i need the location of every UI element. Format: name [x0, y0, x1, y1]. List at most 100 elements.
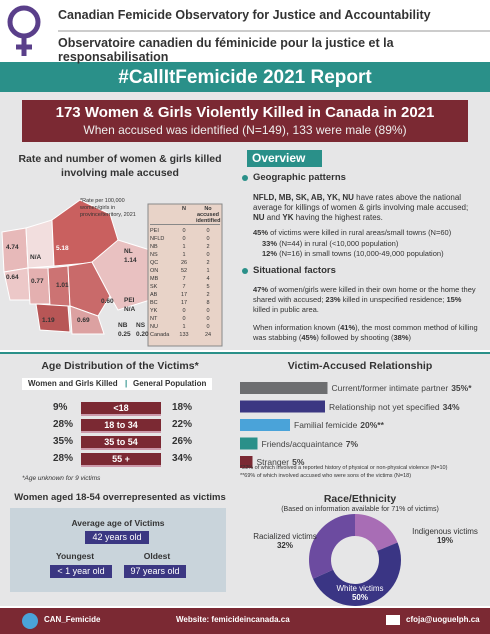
value-label: 7%	[345, 438, 359, 449]
col-header: General Population	[133, 379, 207, 388]
label: Average age of Victims	[71, 518, 165, 528]
table-row: ON 52 1	[150, 267, 220, 275]
category: White victims	[336, 584, 384, 593]
cell: 0	[182, 316, 186, 322]
race-subtitle: (Based on information available for 71% …	[281, 506, 439, 513]
value-label: 34%	[442, 401, 460, 412]
donut-slice	[312, 542, 401, 606]
map-label: 4.74	[6, 244, 19, 251]
cell	[150, 206, 172, 224]
donut-slice	[355, 514, 398, 551]
map-label: 0.77	[31, 278, 44, 285]
text-run: of women/girls were killed in their own …	[253, 285, 476, 304]
bar	[240, 456, 253, 468]
cell: 35%	[53, 436, 74, 447]
text-run: (N=16) in small towns (10,000-49,000 pop…	[277, 249, 444, 258]
cell: 24	[204, 332, 212, 338]
bar-label: Current/former intimate partner 35%*	[332, 383, 472, 393]
cell: NB	[150, 244, 158, 250]
text-run: ) followed by shooting (	[316, 333, 394, 342]
map-label: 0.60	[101, 298, 114, 305]
divider	[0, 352, 490, 354]
text-run: 33%	[262, 239, 278, 248]
overrep-title: Women aged 18-54 overrepresented as vict…	[14, 492, 226, 503]
headline-sub: When accused was identified (N=149), 133…	[83, 123, 407, 137]
pill: 42 years old	[85, 531, 149, 544]
twitter: CAN_Femicide	[44, 615, 101, 624]
cell: 22%	[172, 419, 193, 430]
cell: AB	[150, 292, 158, 298]
table-row: Canada 133 24	[150, 331, 220, 339]
text-run: of victims were killed in rural areas/sm…	[268, 228, 452, 237]
separator: |	[125, 379, 128, 388]
cell: Canada	[150, 332, 170, 338]
map-label: 1.01	[56, 282, 69, 289]
table-row: PEI 0 0	[150, 227, 220, 235]
map-label: 0.64	[6, 274, 19, 281]
bar-label: Friends/acquaintance 7%	[262, 439, 359, 449]
cell: 18%	[172, 402, 193, 413]
map-label: 0.25	[118, 331, 131, 338]
cell: NT	[150, 316, 158, 322]
map-label: NL	[124, 248, 133, 255]
cell: 28%	[53, 419, 74, 430]
text-run: YK	[282, 213, 294, 222]
cell: 52	[180, 268, 188, 274]
cell: 0	[182, 236, 186, 242]
text-run: have rates above the national average fo…	[253, 193, 469, 212]
text-run: killed in unspecified residence;	[340, 295, 447, 304]
bullet	[242, 268, 248, 274]
header-fr: Observatoire canadien du féminicide pour…	[58, 36, 394, 64]
pill: 97 years old	[124, 565, 186, 578]
cell: 1	[182, 324, 186, 330]
value-label: 32%	[276, 541, 293, 550]
table-row: NT 0 0	[150, 315, 220, 323]
table-row: NU 1 0	[150, 323, 220, 331]
category: Racialized victims	[253, 532, 317, 541]
header-cell: N	[182, 206, 186, 212]
cell: 1	[182, 244, 186, 250]
email: cfoja@uoguelph.ca	[406, 615, 480, 624]
map-label: NB	[118, 322, 128, 329]
bar	[240, 419, 290, 431]
bar	[240, 437, 258, 450]
map-label: N/A	[30, 254, 42, 261]
cell: 0	[206, 228, 210, 234]
text-run: NFLD, MB, SK, AB, YK, NU	[253, 193, 354, 202]
table-bg	[147, 203, 223, 347]
text-run: )	[408, 333, 412, 342]
subheading: Situational factors	[253, 265, 336, 276]
age-title: Age Distribution of the Victims*	[41, 360, 199, 372]
cell: 0	[206, 308, 210, 314]
map-label: 5.18	[56, 245, 69, 252]
race-title: Race/Ethnicity	[323, 493, 397, 505]
table-row: MB 7 4	[150, 275, 220, 283]
map-label: 1.14	[124, 257, 137, 264]
paragraph: 45% of victims were killed in rural area…	[253, 228, 478, 237]
province-table: N No accused identified PEI 0 0 NFLD 0 0 NB 1 2 NS 1…	[150, 206, 220, 339]
cell: 17	[180, 292, 188, 298]
age-band: 55 +	[81, 453, 161, 467]
race-donut	[309, 514, 401, 606]
cell: 133	[179, 332, 189, 338]
table-row: SK 7 5	[150, 283, 220, 291]
banner-bg	[0, 62, 490, 92]
paragraph: When information known (41%), the most c…	[253, 323, 478, 343]
table-row: NFLD 0 0	[150, 235, 220, 243]
cell: 0	[206, 316, 210, 322]
cell: 34%	[172, 453, 193, 464]
cell: SK	[150, 284, 158, 290]
note: **69% of which involved accused who were…	[240, 473, 412, 479]
text-run: 45%	[253, 228, 269, 237]
bar	[240, 382, 328, 394]
map-label: NS	[136, 322, 146, 329]
banner: #CallItFemicide 2021 Report	[118, 67, 372, 88]
relationship-bars	[240, 382, 328, 468]
cell: 0	[206, 324, 210, 330]
cell: NU	[150, 324, 158, 330]
map-label: 0.20	[136, 331, 149, 338]
text-run: killed in public area.	[253, 305, 319, 314]
note: *Age unknown for 9 victims	[22, 475, 101, 482]
cell: 7	[182, 276, 186, 282]
